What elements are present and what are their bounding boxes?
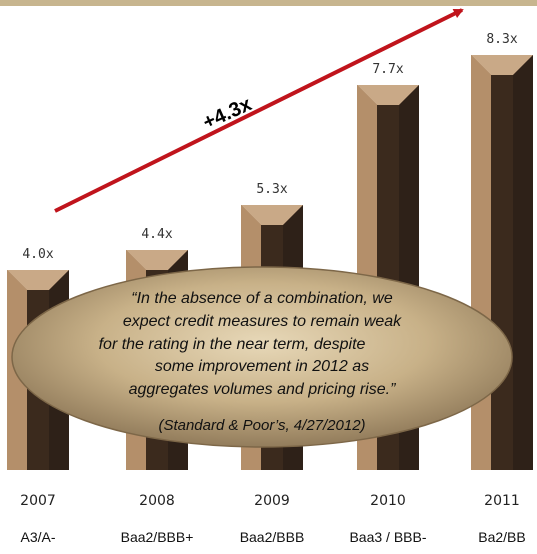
rating-label: Baa2/BBB+ [121,529,194,545]
value-label: 4.0x [22,247,53,262]
bar-bevel-left [471,55,491,470]
x-axis-labels: 2007 2008 2009 2010 2011 [20,493,520,509]
quote-callout: “In the absence of a combination, we exp… [12,267,512,447]
year-label: 2011 [484,493,520,509]
quote-line: for the rating in the near term, despite [99,336,366,353]
year-label: 2008 [139,493,175,509]
rating-label: Baa3 / BBB- [349,529,426,545]
bar-bevel-right [513,55,533,470]
year-label: 2009 [254,493,290,509]
value-label: 5.3x [256,182,287,197]
value-label: 8.3x [486,32,517,47]
rating-label: A3/A- [20,529,55,545]
quote-source: (Standard & Poor’s, 4/27/2012) [158,417,365,434]
rating-label: Baa2/BBB [240,529,305,545]
quote-line: “In the absence of a combination, we [131,290,393,307]
rating-label: Ba2/BB [478,529,525,545]
year-label: 2007 [20,493,56,509]
value-label: 4.4x [141,227,172,242]
rating-labels: A3/A- Baa2/BBB+ Baa2/BBB Baa3 / BBB- Ba2… [20,529,525,545]
value-label: 7.7x [372,62,403,77]
quote-line: some improvement in 2012 as [155,358,369,375]
quote-line: expect credit measures to remain weak [123,313,402,330]
year-label: 2010 [370,493,406,509]
bar-inner [491,75,513,470]
quote-line: aggregates volumes and pricing rise.” [129,381,396,398]
bar [471,55,533,470]
